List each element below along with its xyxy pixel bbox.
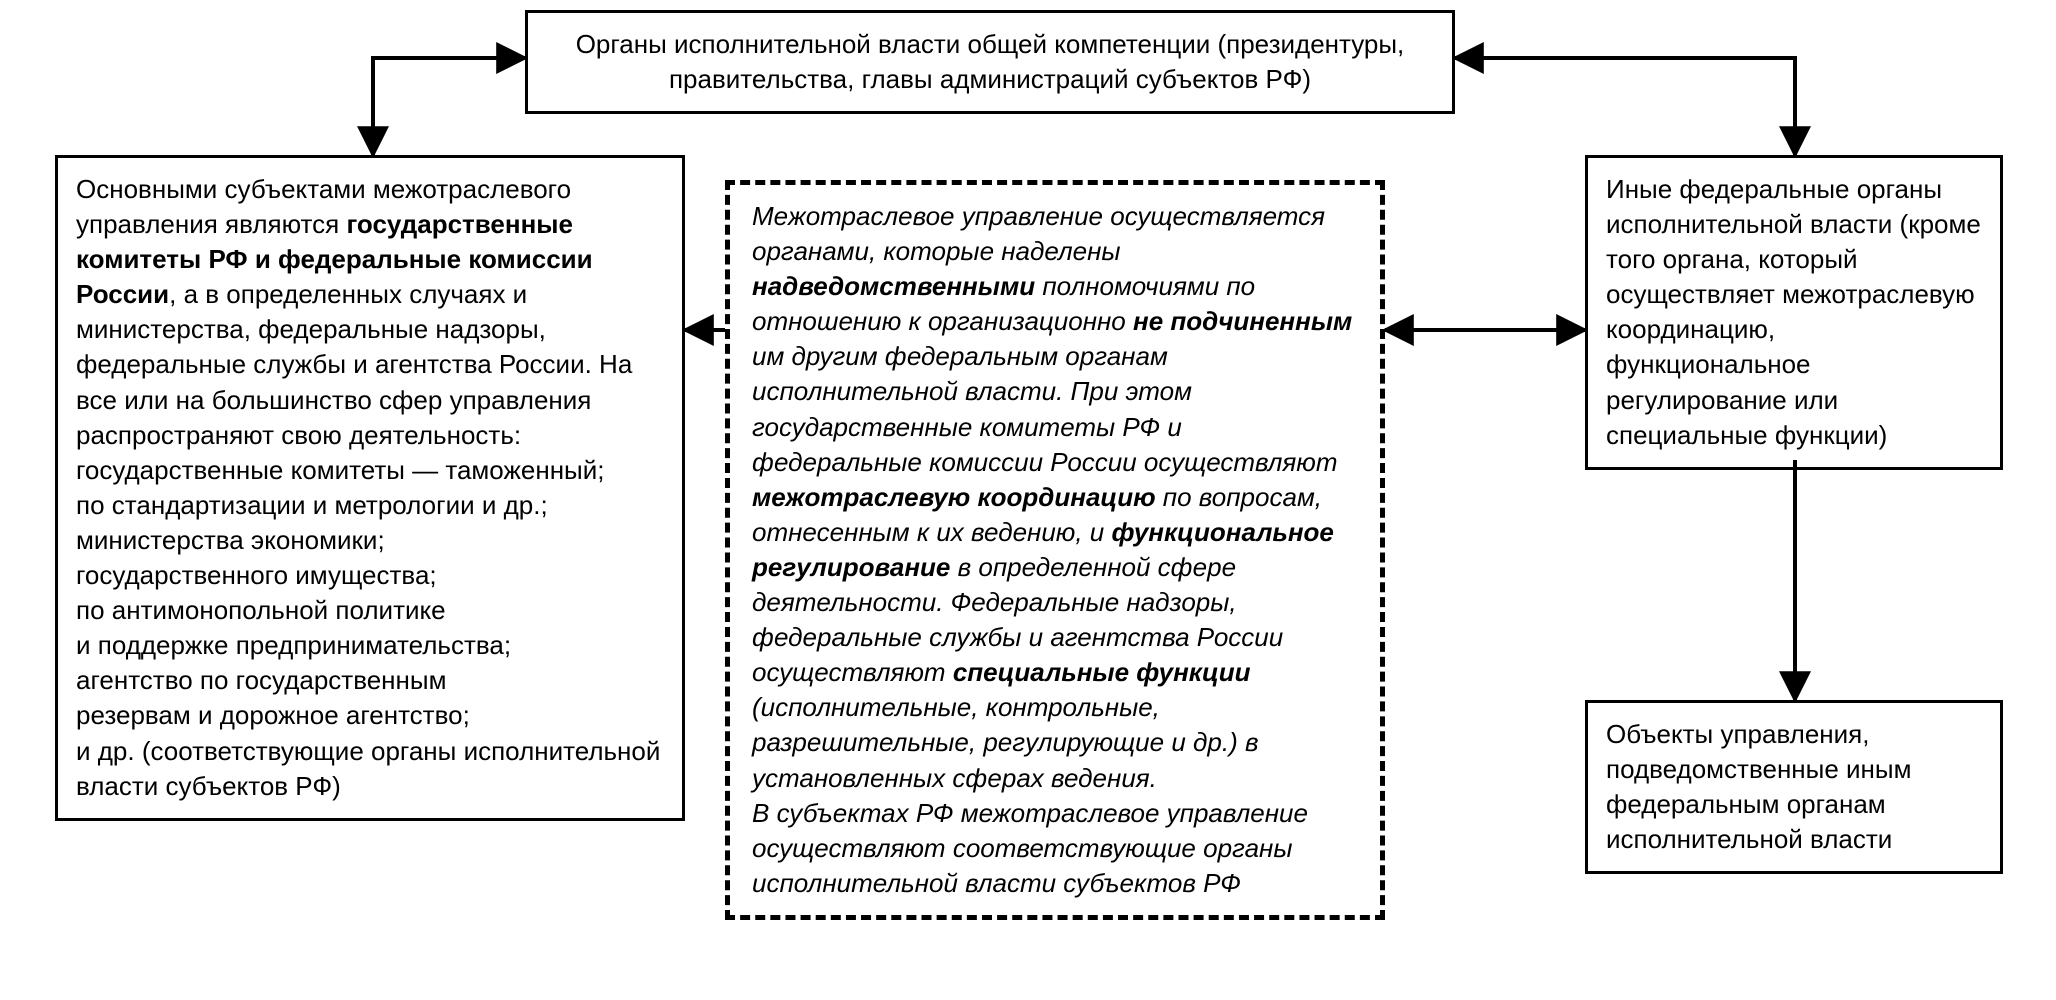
node-center-text: Межотраслевое управление осуществляется … bbox=[752, 201, 1352, 898]
node-right-top: Иные федеральные органы исполнительной в… bbox=[1585, 155, 2003, 470]
node-right-bottom: Объекты управления, подведомственные ины… bbox=[1585, 700, 2003, 874]
node-left: Основными субъектами межотраслевого упра… bbox=[55, 155, 685, 821]
node-left-text: Основными субъектами межотраслевого упра… bbox=[76, 174, 660, 801]
node-center: Межотраслевое управление осуществляется … bbox=[725, 180, 1385, 920]
node-right-bottom-text: Объекты управления, подведомственные ины… bbox=[1606, 719, 1911, 854]
edge-top-right_top bbox=[1455, 58, 1795, 155]
node-top-text: Органы исполнительной власти общей компе… bbox=[576, 29, 1405, 94]
edge-top-left bbox=[373, 58, 525, 155]
node-top: Органы исполнительной власти общей компе… bbox=[525, 10, 1455, 114]
node-right-top-text: Иные федеральные органы исполнительной в… bbox=[1606, 174, 1981, 450]
